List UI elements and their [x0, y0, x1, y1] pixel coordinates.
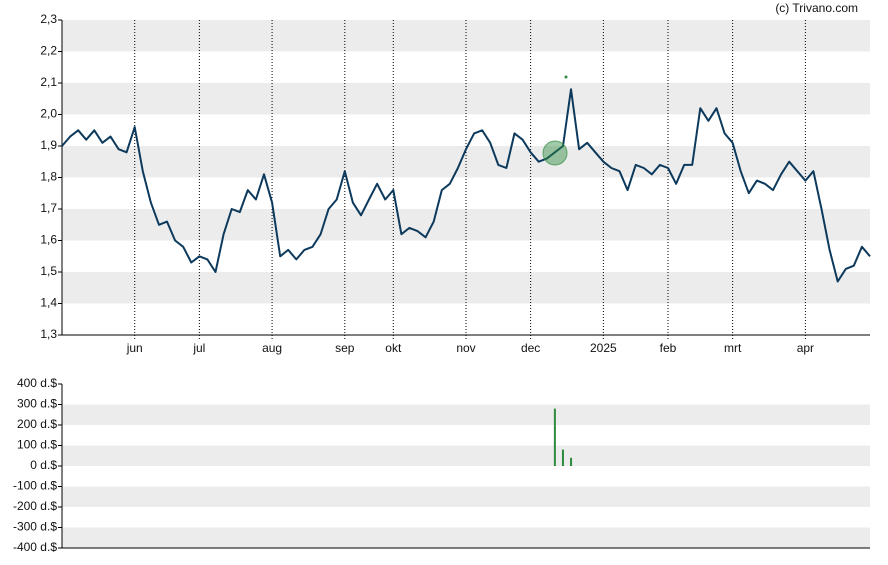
credit: (c) Trivano.com	[775, 1, 858, 15]
grid-band	[62, 445, 870, 466]
x-tick-label: okt	[385, 341, 402, 355]
x-tick-label: aug	[262, 341, 282, 355]
x-tick-label: nov	[456, 341, 475, 355]
grid-band	[62, 486, 870, 507]
volume-bar	[561, 449, 564, 466]
y-tick-label: 1,8	[40, 170, 57, 184]
x-tick-label: sep	[335, 341, 355, 355]
y-tick-label: 2,2	[40, 44, 57, 58]
y-tick-label: -300 d.$	[13, 520, 57, 534]
y-tick-label: 2,0	[40, 107, 57, 121]
x-tick-label: feb	[660, 341, 677, 355]
volume-bar	[570, 457, 573, 466]
x-tick-label: dec	[521, 341, 540, 355]
x-tick-label: jul	[192, 341, 205, 355]
grid-band	[62, 404, 870, 425]
grid-band	[62, 527, 870, 548]
y-tick-label: 1,6	[40, 233, 57, 247]
y-tick-label: 1,4	[40, 296, 57, 310]
y-tick-label: 100 d.$	[17, 438, 57, 452]
volume-bar	[553, 408, 556, 466]
event-marker	[542, 140, 568, 166]
price-line	[61, 88, 871, 283]
x-tick-label: apr	[797, 341, 814, 355]
y-tick-label: 300 d.$	[17, 397, 57, 411]
y-tick-label: 1,9	[40, 138, 57, 152]
y-tick-label: 2,1	[40, 75, 57, 89]
y-tick-label: -100 d.$	[13, 479, 57, 493]
y-tick-label: 1,3	[40, 327, 57, 341]
y-tick-label: -200 d.$	[13, 499, 57, 513]
y-tick-label: -400 d.$	[13, 540, 57, 554]
x-tick-label: 2025	[590, 341, 617, 355]
y-tick-label: 1,7	[40, 201, 57, 215]
y-tick-label: 200 d.$	[17, 417, 57, 431]
x-tick-label: mrt	[724, 341, 742, 355]
x-tick-label: jun	[126, 341, 143, 355]
y-tick-label: 1,5	[40, 264, 57, 278]
event-dot	[564, 75, 568, 79]
y-tick-label: 0 d.$	[30, 458, 57, 472]
y-tick-label: 400 d.$	[17, 376, 57, 390]
y-tick-label: 2,3	[40, 12, 57, 26]
